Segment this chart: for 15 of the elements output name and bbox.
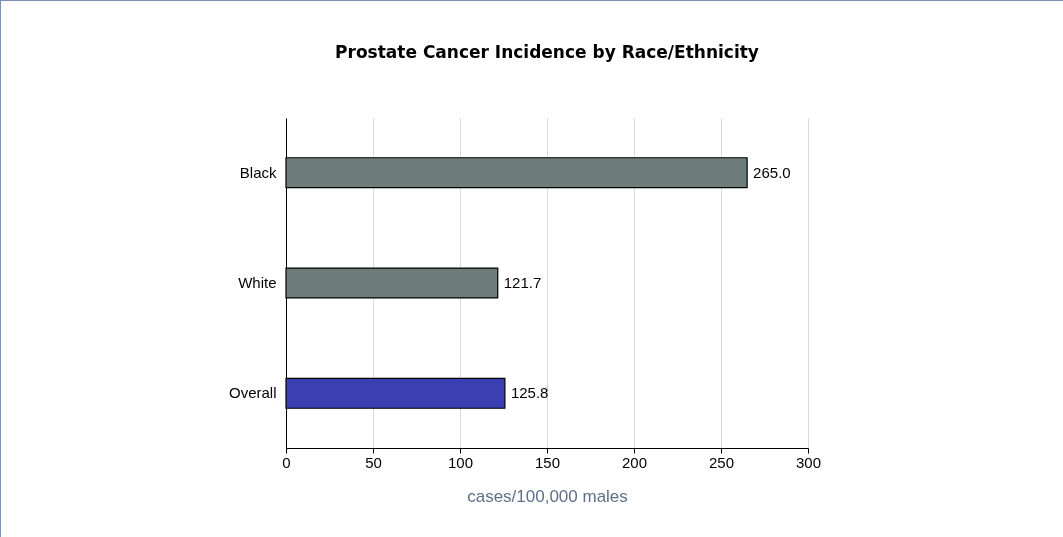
x-tick-label: 0	[282, 453, 291, 471]
x-tick-label: 250	[708, 453, 735, 471]
x-tick-label: 150	[534, 453, 561, 471]
data-label: 265.0	[753, 163, 791, 181]
x-tick-label: 200	[621, 453, 648, 471]
x-tick-label: 300	[795, 453, 822, 471]
chart-title: Prostate Cancer Incidence by Race/Ethnicity	[335, 42, 759, 62]
x-tick-label: 100	[447, 453, 474, 471]
data-label: 125.8	[510, 384, 549, 402]
y-tick-label: Black	[239, 163, 277, 181]
y-tick-label: White	[238, 274, 277, 291]
data-label: 121.7	[503, 274, 542, 291]
x-axis-title: cases/100,000 males	[467, 486, 628, 506]
y-tick-label: Overall	[228, 384, 277, 402]
x-tick-label: 50	[365, 453, 382, 471]
